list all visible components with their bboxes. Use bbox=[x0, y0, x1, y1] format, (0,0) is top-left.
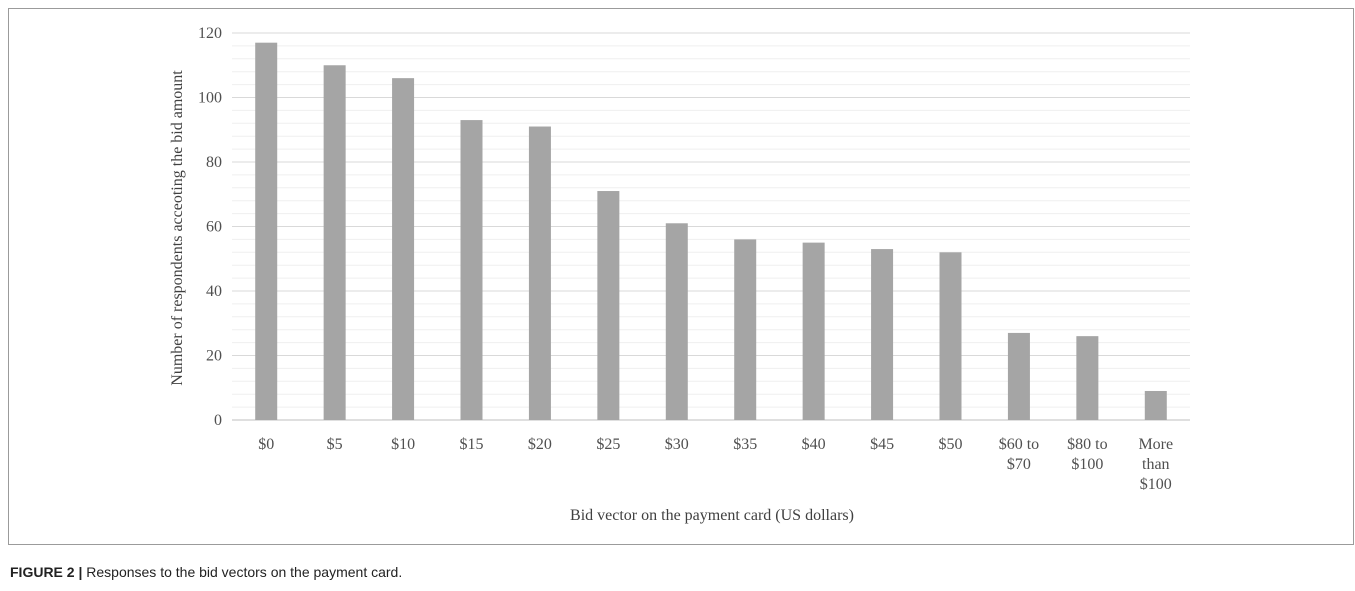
x-tick-label: More than $100 bbox=[1138, 436, 1173, 493]
bar bbox=[1076, 336, 1099, 420]
x-tick-label: $35 bbox=[733, 436, 757, 453]
bar bbox=[939, 252, 962, 420]
caption-text: Responses to the bid vectors on the paym… bbox=[86, 564, 403, 580]
x-tick-label: $5 bbox=[327, 436, 343, 453]
bar bbox=[255, 42, 278, 421]
bar bbox=[665, 223, 688, 420]
x-tick-label: $60 to $70 bbox=[999, 436, 1039, 473]
y-tick-label: 0 bbox=[214, 412, 222, 429]
bar bbox=[1007, 332, 1030, 420]
x-axis-ticks: $0 $5 $10 $15 $20 $25 $30 $35 $40 $45 $50 $60 to $70… bbox=[258, 436, 1173, 493]
x-tick-label: $40 bbox=[802, 436, 826, 453]
y-tick-label: 60 bbox=[206, 219, 222, 236]
y-tick-label: 100 bbox=[198, 90, 222, 107]
bar bbox=[734, 239, 757, 420]
y-axis-ticks: 0 20 40 60 80 100 120 bbox=[198, 25, 222, 429]
x-tick-label: $30 bbox=[665, 436, 689, 453]
bar bbox=[323, 65, 346, 420]
x-tick-label: $80 to $100 bbox=[1067, 436, 1107, 473]
bar bbox=[802, 242, 825, 420]
bar bbox=[871, 249, 894, 420]
figure-caption: FIGURE 2 | Responses to the bid vectors … bbox=[10, 564, 402, 580]
bar bbox=[1144, 390, 1167, 420]
y-tick-label: 120 bbox=[198, 25, 222, 42]
x-tick-label: $15 bbox=[460, 436, 484, 453]
x-tick-label: $10 bbox=[391, 436, 415, 453]
bar bbox=[460, 120, 483, 420]
y-tick-label: 40 bbox=[206, 283, 222, 300]
x-tick-label: $0 bbox=[258, 436, 274, 453]
caption-label: FIGURE 2 | bbox=[10, 564, 83, 580]
bars bbox=[255, 42, 1167, 421]
x-tick-label: $45 bbox=[870, 436, 894, 453]
x-tick-label: $25 bbox=[596, 436, 620, 453]
y-tick-label: 80 bbox=[206, 154, 222, 171]
bar bbox=[392, 78, 415, 421]
y-tick-label: 20 bbox=[206, 348, 222, 365]
bar bbox=[528, 126, 551, 421]
x-tick-label: $50 bbox=[939, 436, 963, 453]
x-axis-title: Bid vector on the payment card (US dolla… bbox=[570, 507, 854, 524]
grid-lines bbox=[232, 32, 1190, 421]
y-axis-title: Number of respondents acceoting the bid … bbox=[169, 70, 186, 386]
bar bbox=[597, 191, 620, 420]
x-tick-label: $20 bbox=[528, 436, 552, 453]
